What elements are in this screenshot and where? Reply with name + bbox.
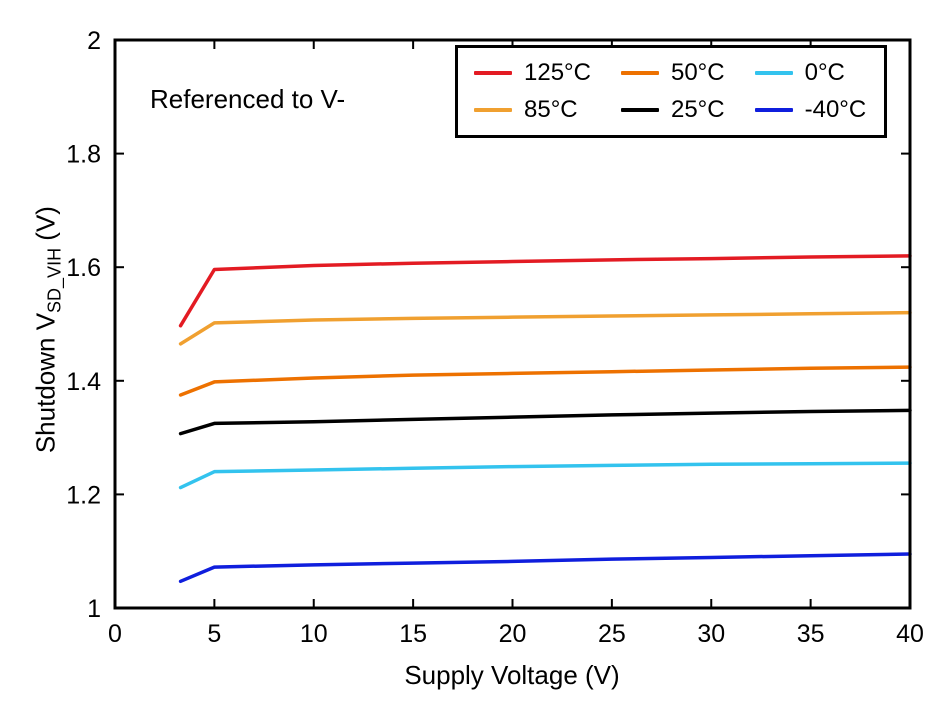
legend-swatch-50c bbox=[620, 71, 659, 75]
y-tick-label: 1.6 bbox=[66, 254, 101, 282]
y-tick-label: 1 bbox=[87, 595, 101, 623]
series-line-25C bbox=[178, 408, 912, 436]
x-tick-label: 35 bbox=[797, 620, 825, 648]
legend-entry-50c: 50°C bbox=[620, 59, 725, 87]
legend-entry-0c: 0°C bbox=[754, 59, 867, 87]
reference-annotation: Referenced to V- bbox=[150, 84, 346, 114]
legend-swatch-25c bbox=[620, 108, 659, 112]
plot-border bbox=[113, 38, 912, 610]
legend-swatch-125c bbox=[474, 71, 512, 75]
x-tick-label: 5 bbox=[207, 620, 221, 648]
x-tick-label: 25 bbox=[598, 620, 626, 648]
x-axis-title: Supply Voltage (V) bbox=[404, 660, 619, 690]
series-line-50C bbox=[178, 365, 912, 397]
y-axis-title-subscript: SD_VIH bbox=[44, 247, 65, 313]
legend-label-25c: 25°C bbox=[670, 96, 725, 123]
x-tick-label: 40 bbox=[896, 620, 924, 648]
y-axis-title: Shutdown VSD_VIH (V) bbox=[30, 140, 65, 520]
y-tick-label: 1.2 bbox=[66, 481, 101, 509]
legend-swatch-0c bbox=[754, 71, 793, 75]
legend-swatch-minus40c bbox=[754, 108, 793, 112]
y-tick-label: 1.4 bbox=[66, 368, 101, 396]
legend-entry-85c: 85°C bbox=[474, 96, 591, 124]
legend-label-0c: 0°C bbox=[804, 59, 845, 86]
y-tick-label: 2 bbox=[87, 27, 101, 55]
legend-entry-minus40c: -40°C bbox=[754, 96, 867, 124]
series-line-85C bbox=[178, 310, 912, 346]
x-tick-label: 30 bbox=[697, 620, 725, 648]
legend-label-minus40c: -40°C bbox=[804, 96, 867, 123]
y-axis-title-main: Shutdown V bbox=[30, 312, 61, 454]
y-tick-label: 1.8 bbox=[66, 141, 101, 169]
legend-entry-25c: 25°C bbox=[620, 96, 725, 124]
legend-label-85c: 85°C bbox=[524, 96, 578, 123]
series-line-125C bbox=[178, 254, 912, 328]
x-tick-label: 15 bbox=[399, 620, 427, 648]
legend-label-125c: 125°C bbox=[524, 59, 591, 86]
x-tick-label: 10 bbox=[300, 620, 328, 648]
legend-swatch-85c bbox=[474, 108, 512, 112]
legend-label-50c: 50°C bbox=[670, 59, 725, 86]
legend-box: 125°C 50°C 0°C 85°C 25°C -40°C bbox=[455, 45, 888, 138]
x-tick-label: 20 bbox=[499, 620, 527, 648]
x-tick-label: 0 bbox=[108, 620, 122, 648]
series-line-minus40C bbox=[178, 552, 912, 584]
legend-entry-125c: 125°C bbox=[474, 59, 591, 87]
y-axis-title-unit: (V) bbox=[30, 206, 61, 248]
series-line-0C bbox=[178, 461, 912, 490]
